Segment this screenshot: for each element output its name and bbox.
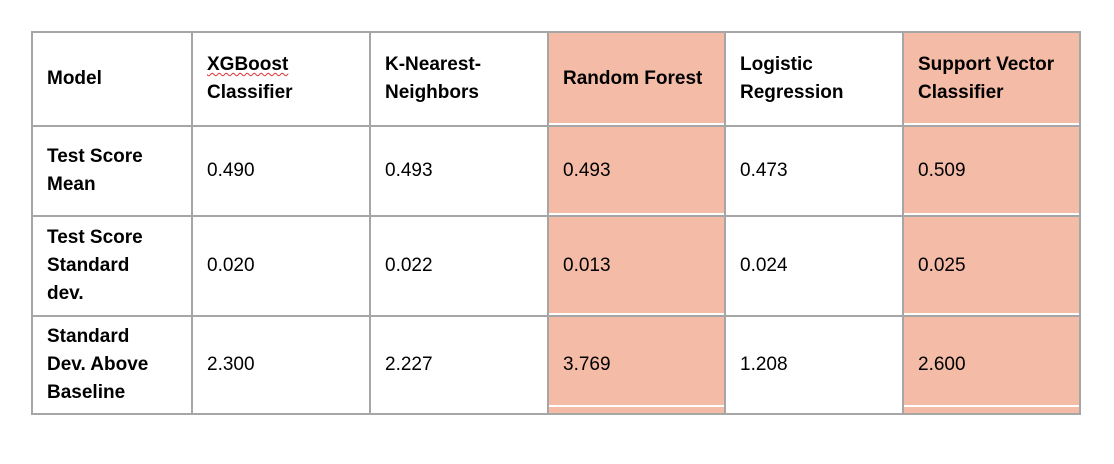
row-label-line: Baseline (47, 382, 126, 403)
column-label-line1: Support Vector (918, 54, 1055, 75)
header-cell-knn: K-Nearest- Neighbors (369, 31, 549, 127)
header-cell-xgboost: XGBoost Classifier (191, 31, 371, 127)
table-cell-highlighted: 2.600 (902, 315, 1081, 415)
corner-label: Model (47, 68, 102, 89)
row-label-std-above-baseline: Standard Dev. Above Baseline (31, 315, 193, 415)
column-label-line1: Random Forest (563, 68, 703, 89)
header-cell-random-forest: Random Forest (547, 31, 726, 127)
header-row: Model XGBoost Classifier K-Nearest- Neig… (31, 31, 1081, 127)
header-cell-logistic-regression: Logistic Regression (724, 31, 904, 127)
table-cell-highlighted: 0.493 (547, 125, 726, 217)
table-cell-highlighted: 3.769 (547, 315, 726, 415)
table-cell: 0.020 (191, 215, 371, 317)
column-label-line1: Logistic (740, 54, 813, 75)
table-row: Test Score Standard dev. 0.020 0.022 0.0… (31, 215, 1081, 317)
table-cell: 0.024 (724, 215, 904, 317)
table-cell: 2.227 (369, 315, 549, 415)
table-cell-highlighted: 0.013 (547, 215, 726, 317)
column-label-line2: Neighbors (385, 82, 479, 103)
table-cell-highlighted: 0.025 (902, 215, 1081, 317)
header-cell-model: Model (31, 31, 193, 127)
row-label-line: Standard (47, 326, 130, 347)
table-cell: 2.300 (191, 315, 371, 415)
column-label-line2: Regression (740, 82, 844, 103)
table-row: Standard Dev. Above Baseline 2.300 2.227… (31, 315, 1081, 415)
row-label-line: Test Score (47, 146, 143, 167)
row-label-line: Dev. Above (47, 354, 149, 375)
model-comparison-table: Model XGBoost Classifier K-Nearest- Neig… (31, 31, 1081, 415)
row-label-line: Mean (47, 174, 96, 195)
column-label-line1: K-Nearest- (385, 54, 482, 75)
header-cell-svc: Support Vector Classifier (902, 31, 1081, 127)
table-cell: 1.208 (724, 315, 904, 415)
row-label-test-score-mean: Test Score Mean (31, 125, 193, 217)
table-cell: 0.490 (191, 125, 371, 217)
row-label-line: dev. (47, 283, 84, 304)
table-cell: 0.022 (369, 215, 549, 317)
table-row: Test Score Mean 0.490 0.493 0.493 0.473 … (31, 125, 1081, 217)
row-label-line: Test Score (47, 227, 143, 248)
row-label-line: Standard (47, 255, 130, 276)
table-cell: 0.473 (724, 125, 904, 217)
column-label-line2: Classifier (918, 82, 1004, 103)
table-cell-highlighted: 0.509 (902, 125, 1081, 217)
row-label-test-score-std: Test Score Standard dev. (31, 215, 193, 317)
column-label-line2: Classifier (207, 82, 293, 103)
table-cell: 0.493 (369, 125, 549, 217)
column-label-line1: XGBoost (207, 54, 289, 75)
